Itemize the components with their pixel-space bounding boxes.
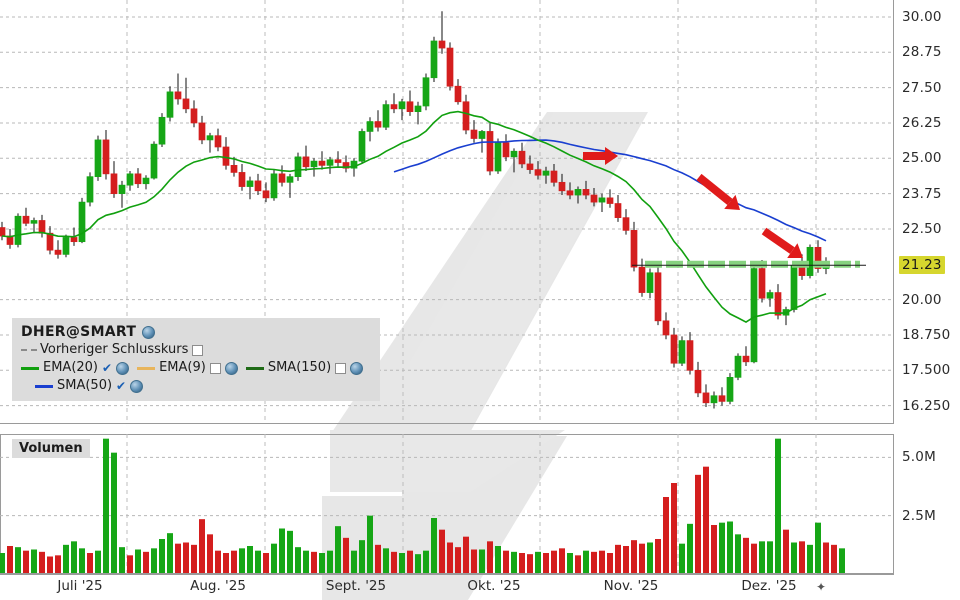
- legend-symbol-title: DHER@SMART: [21, 324, 137, 340]
- checkbox-ema20-checked[interactable]: ✔: [102, 360, 113, 375]
- globe-icon[interactable]: [142, 325, 156, 339]
- sma50-color-swatch: [35, 384, 53, 388]
- date-tick-3: Okt. '25: [467, 578, 521, 594]
- date-tick-0: Juli '25: [57, 578, 103, 594]
- volume-panel-title: Volumen: [12, 439, 90, 458]
- price-tick-23.75: 23.75: [902, 185, 942, 202]
- price-tick-25.00: 25.00: [902, 150, 942, 167]
- legend-label-prev-close: Vorheriger Schlusskurs: [40, 342, 189, 357]
- price-tick-16.250: 16.250: [902, 397, 951, 414]
- price-tick-28.75: 28.75: [902, 44, 942, 61]
- dashed-line-swatch: [21, 349, 37, 351]
- globe-icon-sma150[interactable]: [350, 361, 364, 375]
- red-arrow-2: [696, 173, 740, 210]
- price-tick-20.00: 20.00: [902, 291, 942, 308]
- globe-icon-ema9[interactable]: [224, 361, 238, 375]
- checkbox-prev-close[interactable]: [192, 344, 204, 356]
- legend-label-sma150: SMA(150): [267, 360, 332, 375]
- x-axis-labels: Juli '25 Aug. '25 Sept. '25 Okt. '25 Nov. '2…: [0, 574, 894, 600]
- date-tick-1: Aug. '25: [190, 578, 246, 594]
- chart-legend[interactable]: DHER@SMART Vorheriger Schlusskurs EMA(20…: [12, 318, 381, 401]
- price-tick-26.25: 26.25: [902, 114, 942, 131]
- price-tick-22.50: 22.50: [902, 220, 942, 237]
- price-panel: [0, 0, 894, 424]
- price-tick-17.500: 17.500: [902, 362, 951, 379]
- legend-row-averages[interactable]: EMA(20) ✔ EMA(9) SMA(150): [21, 359, 371, 377]
- volume-tick-2.5M: 2.5M: [902, 507, 936, 524]
- date-tick-2: Sept. '25: [325, 578, 387, 594]
- price-tick-27.50: 27.50: [902, 79, 942, 96]
- volume-panel: [0, 434, 894, 574]
- checkbox-sma50-checked[interactable]: ✔: [116, 378, 127, 393]
- legend-label-ema9: EMA(9): [159, 360, 206, 375]
- legend-title-row: DHER@SMART: [21, 323, 371, 341]
- legend-row-prev-close[interactable]: Vorheriger Schlusskurs: [21, 341, 371, 359]
- legend-row-sma50[interactable]: SMA(50) ✔: [21, 377, 371, 395]
- red-arrow-3: [761, 227, 803, 258]
- legend-label-sma50: SMA(50): [57, 378, 113, 393]
- globe-icon-ema20[interactable]: [116, 361, 130, 375]
- last-price-badge[interactable]: 21.23: [899, 255, 945, 274]
- globe-icon-sma50[interactable]: [130, 379, 144, 393]
- legend-label-ema20: EMA(20): [43, 360, 99, 375]
- ema20-color-swatch: [21, 366, 39, 370]
- checkbox-sma150[interactable]: [335, 362, 347, 374]
- red-arrow-1: [583, 147, 618, 165]
- sma150-color-swatch: [245, 366, 264, 370]
- ema9-color-swatch: [137, 366, 156, 370]
- x-axis-line: [0, 574, 894, 575]
- x-axis-marker-icon[interactable]: ✦: [816, 580, 827, 594]
- price-tick-30.00: 30.00: [902, 8, 942, 25]
- date-tick-5: Dez. '25: [741, 578, 797, 594]
- price-tick-18.750: 18.750: [902, 326, 951, 343]
- checkbox-ema9[interactable]: [209, 362, 221, 374]
- volume-tick-5.0M: 5.0M: [902, 449, 936, 466]
- date-tick-4: Nov. '25: [603, 578, 659, 594]
